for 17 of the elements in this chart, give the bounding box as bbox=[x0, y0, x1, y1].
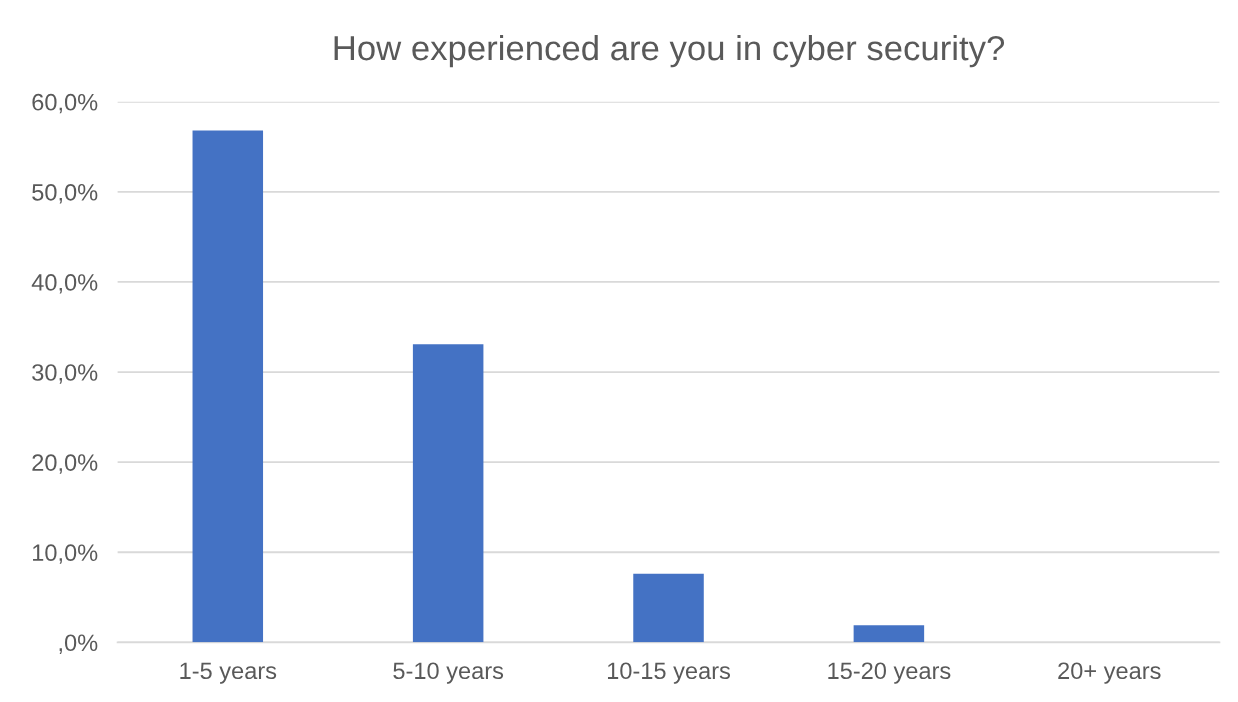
bar bbox=[633, 573, 704, 643]
y-tick-label: 40,0% bbox=[31, 274, 98, 294]
bar bbox=[192, 130, 264, 643]
y-tick-label: 10,0% bbox=[33, 544, 98, 564]
y-tick-label: 20,0% bbox=[32, 454, 98, 474]
y-tick-label: 50,0% bbox=[32, 183, 98, 204]
y-tick-label: ,0% bbox=[59, 634, 98, 654]
x-tick-label: 10-15 years bbox=[607, 662, 731, 684]
x-tick-label: 1-5 years bbox=[180, 662, 277, 684]
bar bbox=[853, 625, 925, 643]
x-tick-label: 20+ years bbox=[1058, 662, 1161, 684]
chart-title: How experienced are you in cyber security? bbox=[334, 34, 1005, 68]
y-tick-label: 30,0% bbox=[32, 364, 98, 384]
y-tick-label: 60,0% bbox=[32, 93, 98, 114]
x-tick-label: 15-20 years bbox=[828, 662, 951, 684]
x-tick-label: 5-10 years bbox=[393, 662, 504, 684]
bar bbox=[412, 344, 484, 643]
